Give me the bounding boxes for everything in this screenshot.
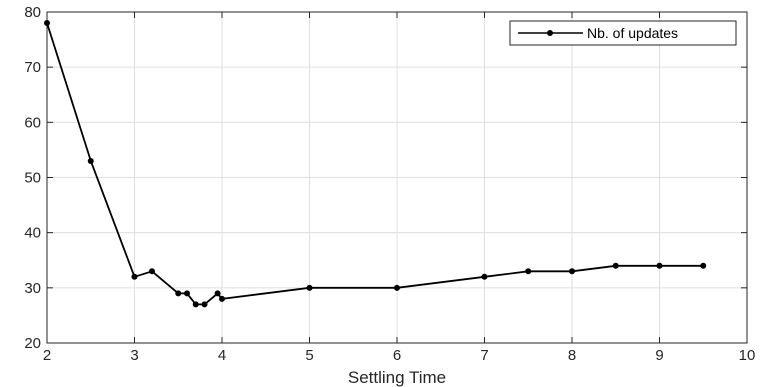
- y-tick-label: 60: [24, 114, 41, 131]
- data-point: [192, 301, 199, 308]
- x-tick-label: 7: [480, 347, 488, 364]
- y-tick-label: 30: [24, 280, 41, 297]
- data-point: [612, 262, 619, 269]
- legend-marker-sample: [547, 30, 553, 36]
- data-point: [87, 157, 94, 164]
- legend: Nb. of updates: [509, 20, 737, 46]
- y-tick-label: 80: [24, 4, 41, 21]
- data-point: [44, 20, 50, 27]
- x-tick-label: 5: [305, 347, 313, 364]
- series-layer: [44, 20, 707, 308]
- x-tick-label: 4: [218, 347, 226, 364]
- data-point: [481, 273, 488, 280]
- grid-lines: [47, 12, 747, 343]
- data-point: [175, 290, 182, 297]
- y-tick-label: 50: [24, 170, 41, 187]
- x-axis-title: Settling Time: [348, 368, 446, 387]
- y-tick-label: 20: [24, 335, 41, 352]
- data-point: [131, 273, 138, 280]
- data-point: [306, 284, 313, 291]
- data-point: [214, 290, 221, 297]
- data-point: [394, 284, 400, 291]
- x-tick-label: 6: [393, 347, 401, 364]
- x-tick-label: 2: [43, 347, 51, 364]
- data-point: [219, 295, 225, 302]
- data-point: [184, 290, 190, 297]
- axes: 2 3 4 5 6 7 8 9 10 20 30 40 50 60 70 80: [24, 4, 755, 364]
- data-point: [201, 301, 208, 308]
- x-tick-label: 10: [739, 347, 756, 364]
- x-tick-label: 9: [655, 347, 663, 364]
- x-tick-label: 3: [130, 347, 138, 364]
- data-point: [149, 268, 155, 275]
- data-point: [569, 268, 575, 275]
- legend-label: Nb. of updates: [587, 25, 678, 41]
- y-tick-label: 40: [24, 225, 41, 242]
- x-tick-label: 8: [568, 347, 576, 364]
- y-tick-label: 70: [24, 59, 41, 76]
- data-point: [525, 268, 532, 275]
- data-point: [656, 262, 663, 269]
- data-point: [700, 262, 707, 269]
- series-line: [46, 22, 704, 306]
